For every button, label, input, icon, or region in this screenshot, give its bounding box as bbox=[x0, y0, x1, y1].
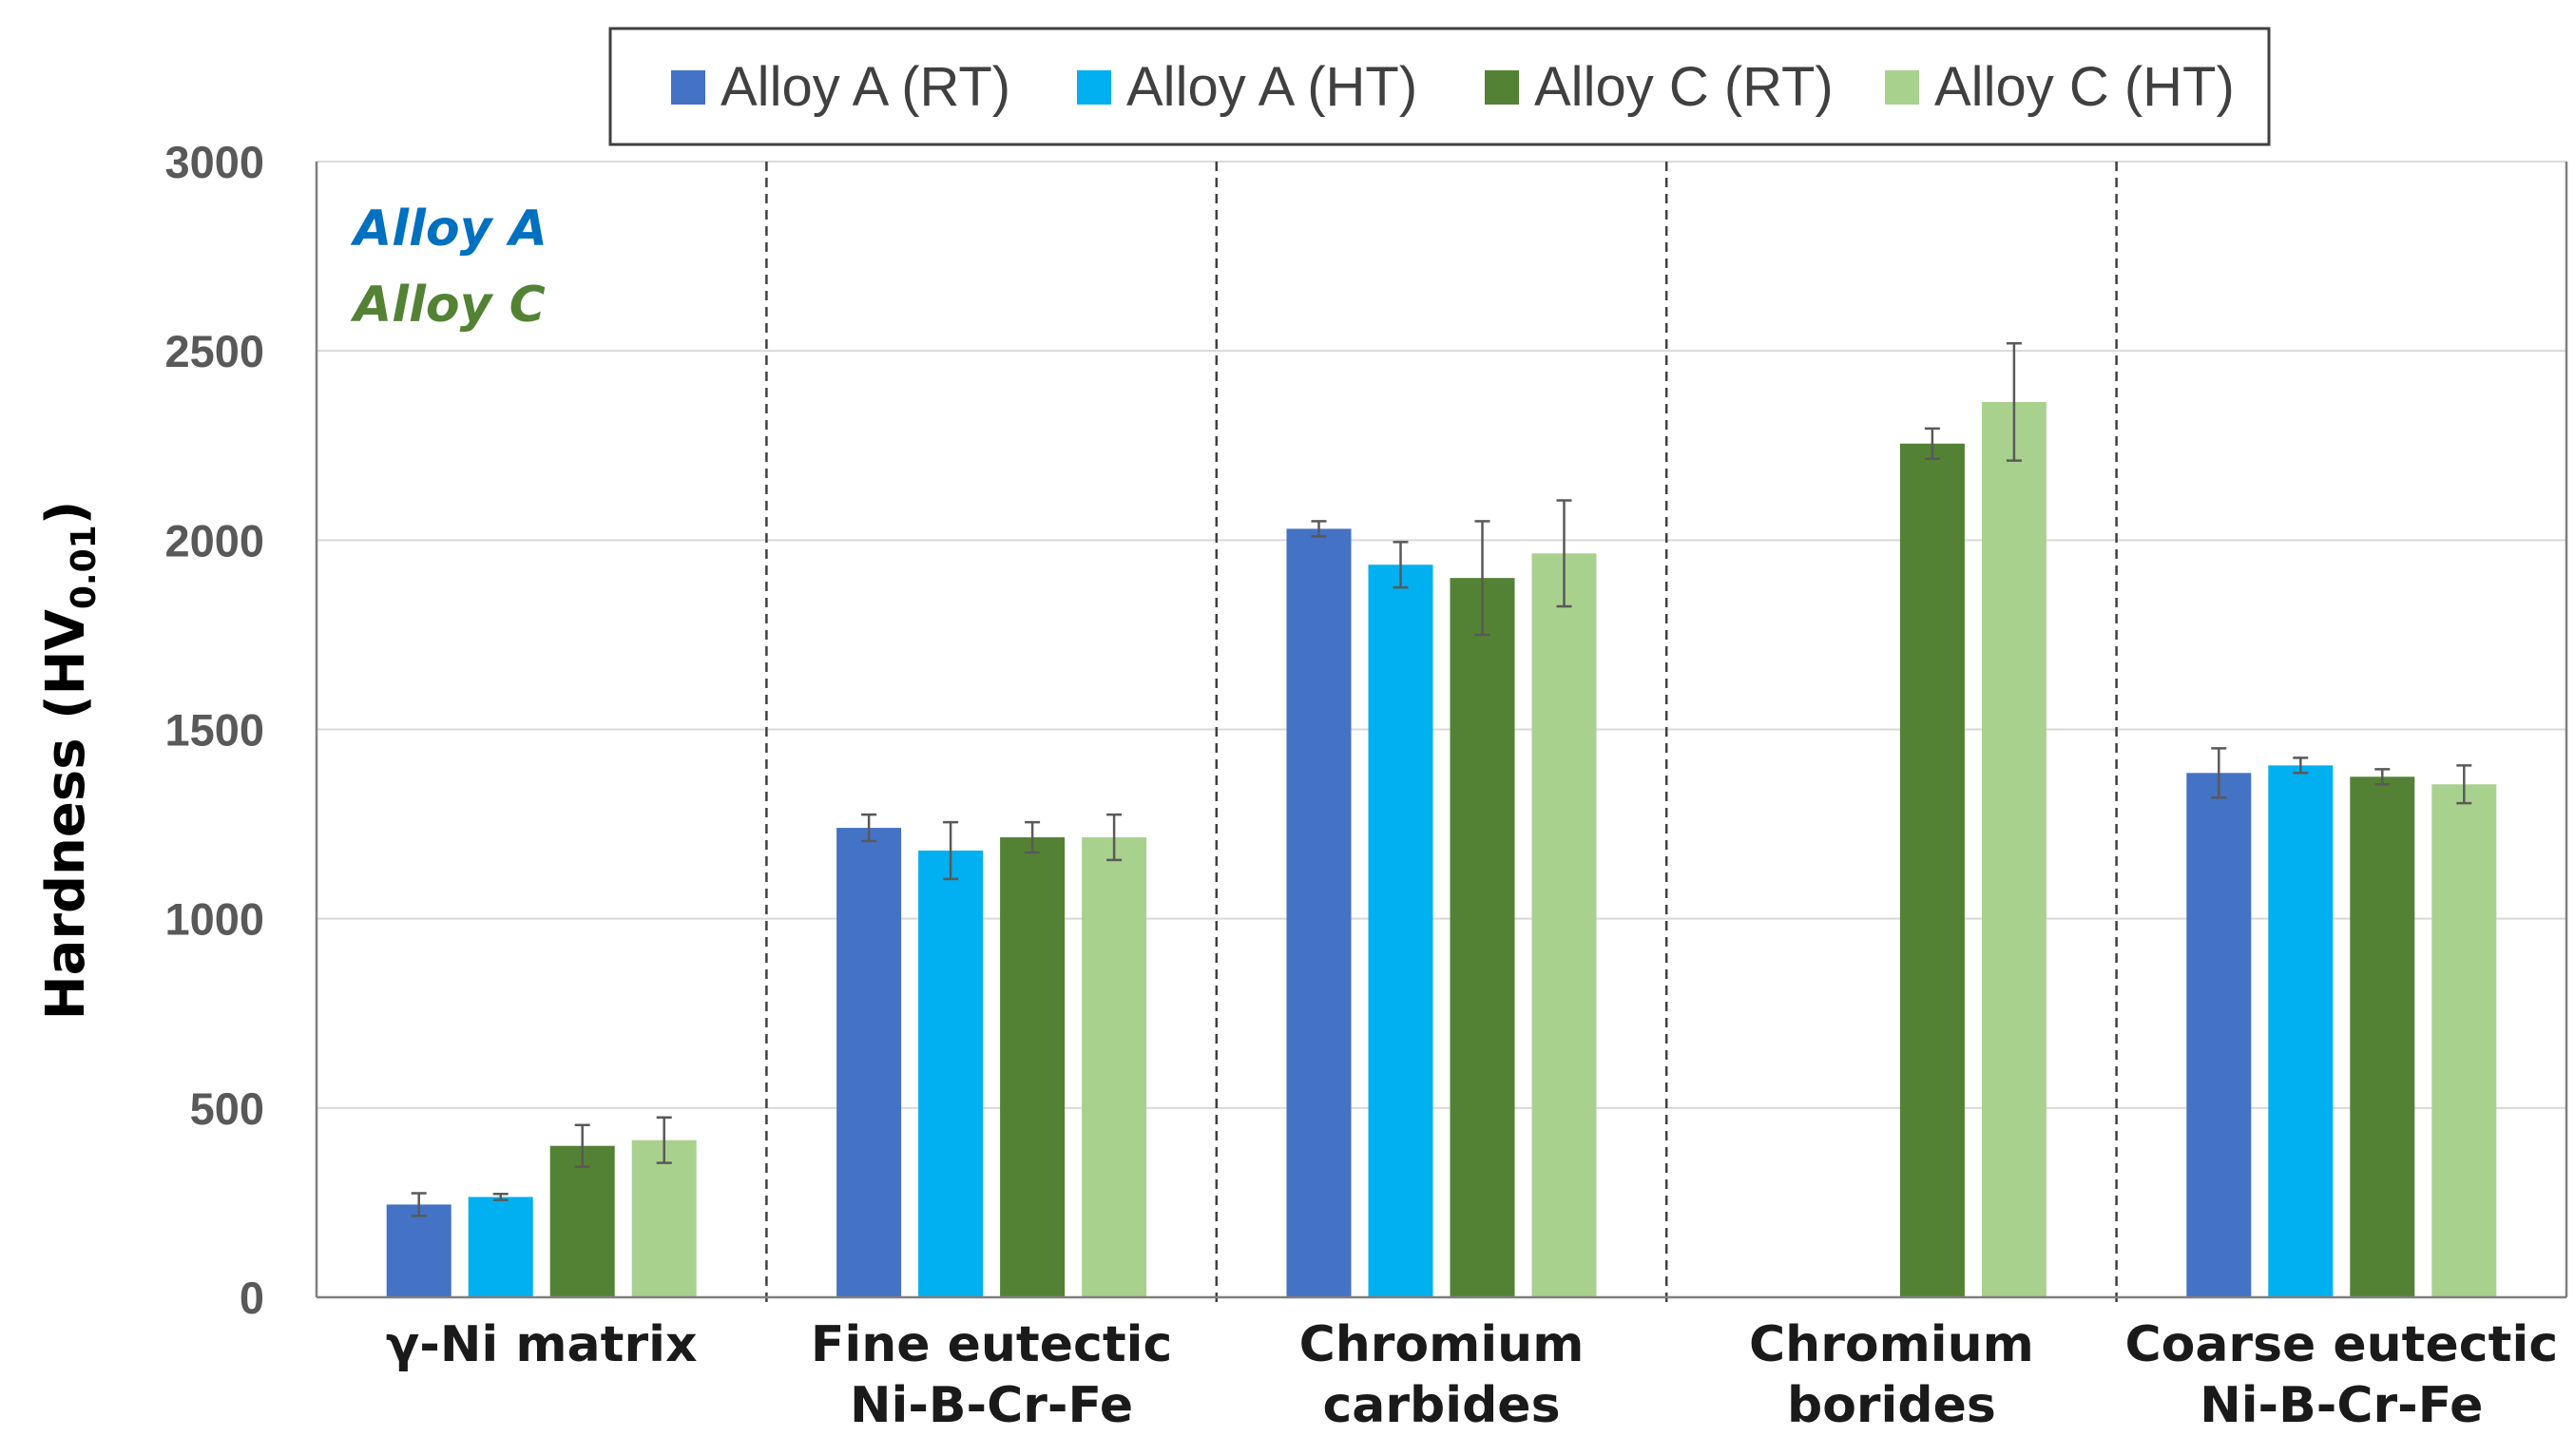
y-tick-label: 1500 bbox=[164, 705, 264, 756]
category-label: Fine eutectic Ni-B-Cr-Fe bbox=[811, 1316, 1172, 1434]
bar bbox=[549, 1145, 615, 1297]
bar bbox=[918, 850, 984, 1297]
bar bbox=[1368, 565, 1433, 1297]
annotation-label: Alloy C bbox=[350, 277, 546, 334]
y-axis-label-close: ) bbox=[35, 501, 97, 526]
category-label: γ-Ni matrix bbox=[386, 1316, 698, 1373]
bar bbox=[386, 1204, 452, 1297]
category-label-line: borides bbox=[1787, 1377, 1996, 1434]
category-label-line: γ-Ni matrix bbox=[386, 1316, 698, 1373]
y-tick-label: 500 bbox=[190, 1083, 264, 1134]
category-label-line: carbides bbox=[1322, 1377, 1560, 1434]
category-label: Coarse eutectic Ni-B-Cr-Fe bbox=[2124, 1316, 2558, 1434]
category-label: Chromium borides bbox=[1749, 1316, 2034, 1434]
legend-label: Alloy C (RT) bbox=[1534, 56, 1834, 118]
bar bbox=[1981, 401, 2047, 1298]
legend-swatch bbox=[1885, 70, 1919, 105]
bar bbox=[2268, 765, 2334, 1297]
bar bbox=[2431, 784, 2497, 1297]
legend-label: Alloy A (HT) bbox=[1126, 56, 1417, 118]
category-label-line: Fine eutectic bbox=[811, 1316, 1172, 1373]
legend-box bbox=[608, 27, 2271, 146]
bar bbox=[2186, 773, 2252, 1297]
category-label-line: Coarse eutectic bbox=[2124, 1316, 2558, 1373]
y-axis-label-main: Hardness (HV bbox=[35, 608, 97, 1020]
legend-label: Alloy C (HT) bbox=[1934, 56, 2235, 118]
bar bbox=[631, 1140, 697, 1297]
legend-swatch bbox=[671, 70, 705, 105]
bar bbox=[1450, 578, 1515, 1297]
y-tick-labels: 0 500 1000 1500 2000 2500 3000 bbox=[164, 137, 264, 1323]
y-tick-label: 2500 bbox=[164, 326, 264, 376]
bar bbox=[836, 828, 902, 1297]
y-tick-label: 1000 bbox=[164, 894, 264, 945]
category-labels: γ-Ni matrix Fine eutectic Ni-B-Cr-FeChromi… bbox=[386, 1316, 2558, 1434]
annotations: Alloy A Alloy C bbox=[350, 201, 548, 334]
y-tick-label: 0 bbox=[240, 1273, 264, 1323]
y-axis-label-subscript: 0.01 bbox=[65, 525, 104, 609]
bar bbox=[2350, 776, 2415, 1297]
category-label: Chromium carbides bbox=[1299, 1316, 1585, 1434]
category-label-line: Chromium bbox=[1749, 1316, 2034, 1373]
legend-label: Alloy A (RT) bbox=[721, 56, 1010, 118]
category-separators bbox=[765, 162, 2118, 1307]
legend: Alloy A (RT) Alloy A (HT) Alloy C (RT) Allo… bbox=[608, 27, 2271, 146]
category-label-line: Chromium bbox=[1299, 1316, 1585, 1373]
bar bbox=[1082, 837, 1147, 1297]
bars bbox=[386, 401, 2497, 1298]
category-label-line: Ni-B-Cr-Fe bbox=[850, 1377, 1133, 1434]
bar bbox=[1531, 553, 1597, 1297]
axes bbox=[315, 162, 2568, 1299]
legend-swatch bbox=[1485, 70, 1519, 105]
legend-swatch bbox=[1077, 70, 1111, 105]
y-axis-label: Hardness (HV0.01) bbox=[35, 501, 104, 1021]
error-bars bbox=[411, 341, 2472, 1217]
bar bbox=[1899, 443, 1965, 1298]
y-tick-label: 2000 bbox=[164, 515, 264, 565]
bar bbox=[468, 1197, 533, 1297]
annotation-label: Alloy A bbox=[350, 201, 548, 258]
category-label-line: Ni-B-Cr-Fe bbox=[2200, 1377, 2483, 1434]
bar bbox=[1000, 837, 1066, 1297]
bar bbox=[1286, 528, 1352, 1297]
y-tick-label: 3000 bbox=[164, 137, 264, 187]
